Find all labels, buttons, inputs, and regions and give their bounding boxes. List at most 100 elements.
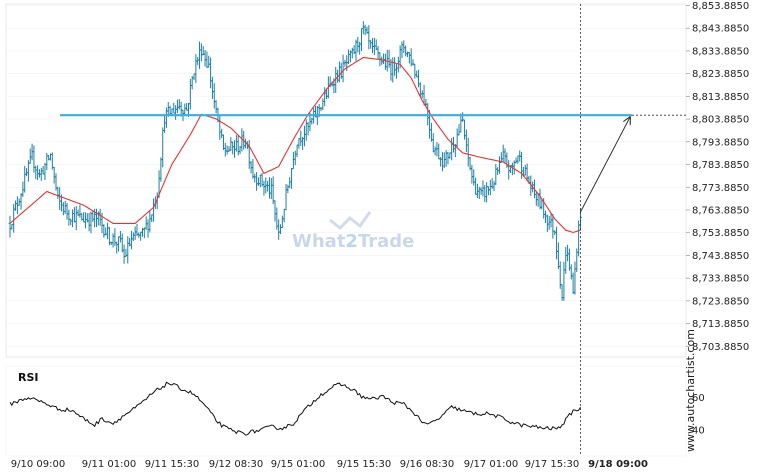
price-bar (488, 180, 492, 196)
price-bar (446, 151, 450, 165)
price-bar (420, 90, 424, 99)
price-bar (286, 184, 290, 194)
price-bar (131, 232, 135, 242)
price-bar (196, 57, 200, 66)
price-bar (63, 200, 67, 214)
price-bar (437, 143, 441, 160)
watermark-prefix: What (292, 231, 346, 252)
price-bar (435, 142, 439, 157)
price-bar (284, 183, 288, 211)
price-bar (304, 119, 308, 141)
price-bar (338, 61, 341, 83)
price-tick-label: 8,823.8850 (692, 69, 749, 80)
price-tick-label: 8,723.8850 (692, 296, 749, 307)
price-bar (293, 150, 297, 166)
price-bar (413, 63, 417, 79)
svg-text:What2Trade: What2Trade (292, 231, 414, 252)
price-bar (249, 160, 253, 174)
price-bar (78, 205, 82, 218)
time-axis: 9/10 09:00 9/11 01:00 9/11 15:30 9/12 08:30… (11, 459, 648, 470)
price-bar (146, 219, 150, 238)
price-bar (98, 208, 102, 226)
price-bar (257, 177, 260, 186)
time-tick-label: 9/15 15:30 (337, 459, 391, 470)
price-bar (220, 129, 224, 138)
price-tick-label: 8,783.8850 (692, 160, 749, 171)
price-bar (361, 21, 365, 35)
price-bar (41, 166, 45, 175)
price-bar (538, 188, 542, 210)
price-bar (165, 107, 168, 128)
price-bar (306, 122, 310, 136)
price-bar (36, 165, 40, 181)
price-tick-label: 8,853.8850 (692, 1, 749, 12)
price-bar (227, 146, 231, 152)
price-bar (234, 134, 238, 152)
price-bar (483, 185, 487, 203)
price-bar (122, 244, 126, 264)
rsi-panel-frame (5, 365, 687, 457)
price-bar (505, 152, 509, 168)
price-bar (395, 64, 398, 79)
price-tick-label: 8,743.8850 (692, 251, 749, 262)
time-tick-label: 9/11 15:30 (145, 459, 199, 470)
price-bar (498, 156, 501, 174)
price-bar (43, 162, 47, 180)
price-bar (457, 123, 461, 136)
price-bar (214, 100, 218, 114)
price-bar (501, 144, 505, 162)
brand-vertical: www.autochartist.com (684, 329, 697, 452)
price-bar (569, 264, 573, 280)
rsi-title: RSI (18, 371, 39, 384)
price-bar (163, 114, 166, 133)
price-tick-label: 8,763.8850 (692, 205, 749, 216)
price-tick-label: 8,813.8850 (692, 92, 749, 103)
price-bar (273, 200, 277, 222)
price-tick-label: 8,803.8850 (692, 115, 749, 126)
price-bar (282, 209, 286, 223)
price-tick-label: 8,713.8850 (692, 319, 749, 330)
price-bar (277, 219, 281, 240)
price-bar (198, 41, 201, 69)
price-bar (211, 76, 214, 99)
price-bar (258, 174, 262, 188)
price-bar (82, 212, 86, 223)
price-bar (367, 25, 371, 50)
price-bar (503, 148, 507, 163)
price-bar (354, 39, 358, 61)
price-bar (393, 57, 397, 76)
price-bar (474, 177, 477, 195)
price-bar (225, 145, 229, 155)
price-bar (176, 99, 179, 114)
price-bar (212, 83, 216, 109)
price-bar (380, 56, 384, 65)
rsi-tick-label: 40 (692, 426, 705, 437)
price-bar (516, 155, 520, 164)
price-bar (32, 145, 36, 173)
price-bar (439, 157, 443, 167)
price-panel-frame (5, 3, 687, 358)
price-bar (223, 142, 227, 157)
price-bar (172, 102, 176, 114)
price-bar (73, 207, 76, 223)
price-bar (295, 144, 299, 158)
price-bar (374, 39, 378, 51)
price-bar (126, 236, 130, 264)
price-bar (159, 157, 163, 182)
price-bar (168, 105, 172, 115)
price-bar (69, 218, 73, 226)
price-bar (291, 151, 295, 170)
price-bars (8, 21, 582, 301)
price-bar (58, 187, 62, 210)
price-bar (459, 113, 463, 133)
price-bar (280, 215, 284, 229)
price-bar (455, 128, 459, 148)
price-bar (95, 208, 98, 227)
price-bar (8, 215, 12, 238)
price-bar (507, 160, 511, 180)
time-tick-label: 9/17 15:30 (525, 459, 579, 470)
price-bar (571, 272, 575, 294)
price-bar (148, 211, 152, 233)
price-bar (343, 59, 347, 67)
